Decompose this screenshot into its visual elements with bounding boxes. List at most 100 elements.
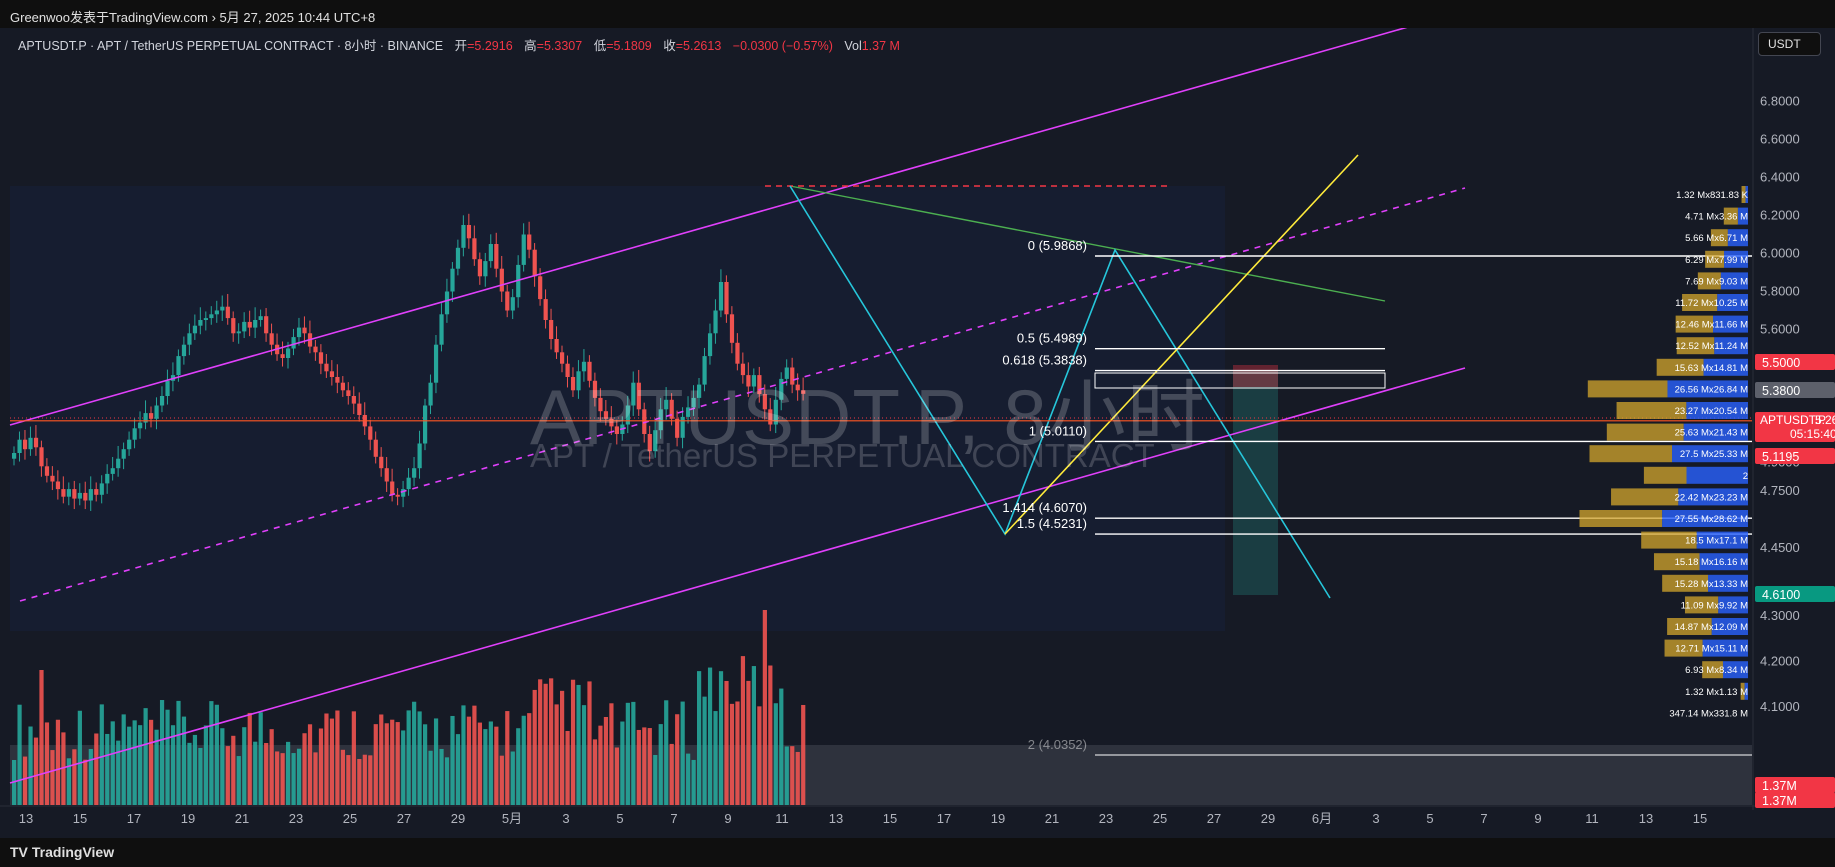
time-axis-tick: 27: [397, 811, 411, 826]
top-bar: Greenwoo发表于TradingView.com › 5月 27, 2025…: [0, 0, 1835, 28]
volume-bar: [258, 712, 263, 805]
candle-body: [702, 356, 707, 385]
volume-profile-buy-bar: [1678, 488, 1748, 506]
candle-body: [318, 352, 324, 364]
candle-body: [636, 382, 641, 410]
volume-profile-buy-bar: [1662, 510, 1748, 527]
volume-bar: [50, 750, 55, 805]
price-axis-tick: 4.7500: [1760, 483, 1800, 498]
candle-body: [521, 234, 526, 265]
volume-bar: [116, 740, 121, 805]
volume-bar: [686, 753, 691, 805]
volume-profile-buy-bar: [1714, 337, 1748, 355]
volume-bar: [176, 700, 181, 805]
time-axis-tick: 27: [1207, 811, 1221, 826]
volume-bar: [401, 730, 406, 805]
volume-bar: [702, 696, 707, 805]
time-axis-tick: 15: [73, 811, 87, 826]
candle-body: [253, 320, 258, 328]
candle-body: [455, 247, 461, 269]
candle-body: [61, 489, 66, 497]
target-zone: [1233, 370, 1278, 595]
candle-body: [368, 426, 373, 440]
candle-body: [379, 456, 384, 469]
candle-body: [192, 325, 198, 334]
volume-bar: [214, 704, 219, 805]
candle-body: [154, 405, 159, 419]
volume-bar: [253, 741, 258, 805]
candle-body: [746, 375, 751, 387]
open-value: =5.2916: [467, 39, 513, 53]
price-tag-bg: [1755, 412, 1835, 442]
price-axis-tick: 6.0000: [1760, 246, 1800, 261]
candle-body: [581, 361, 587, 372]
candle-body: [12, 453, 17, 459]
price-tag-bg: [1755, 448, 1835, 464]
volume-bar: [488, 721, 493, 805]
volume-profile-sell-bar: [1676, 337, 1715, 355]
volume-profile-buy-bar: [1672, 445, 1748, 463]
volume-profile-label: 1.32 Mx1.13 M: [1685, 687, 1748, 698]
candle-body: [697, 384, 702, 398]
volume-bar: [433, 718, 439, 805]
candle-body: [203, 318, 208, 320]
volume-bar: [165, 709, 170, 805]
price-tag-value: 5.3800: [1762, 384, 1800, 398]
time-axis-tick: 7: [1480, 811, 1487, 826]
candle-body: [762, 394, 767, 410]
volume-bar: [132, 720, 137, 805]
volume-profile-label: 14.87 Mx12.09 M: [1675, 622, 1748, 633]
volume-bar: [313, 752, 318, 805]
price-axis-tick: 6.4000: [1760, 170, 1800, 185]
candle-body: [105, 473, 110, 484]
volume-bar: [247, 712, 252, 805]
volume-profile-buy-bar: [1737, 207, 1748, 225]
volume-bar: [538, 679, 543, 805]
candle-body: [296, 327, 302, 338]
volume-bar: [779, 688, 784, 805]
price-axis-tick: 4.4500: [1760, 540, 1800, 555]
volume-bar: [691, 759, 696, 805]
currency-selector[interactable]: USDT: [1758, 32, 1821, 56]
volume-profile-label: 5.66 Mx6.71 M: [1685, 233, 1748, 244]
volume-bar: [675, 714, 680, 805]
price-tag-value: 4.6100: [1762, 588, 1800, 602]
volume-bar: [159, 700, 165, 805]
volume-bar: [77, 710, 82, 805]
candle-body: [22, 439, 28, 450]
volume-bar: [138, 725, 143, 805]
volume-profile-buy-bar: [1703, 358, 1748, 376]
volume-bar: [22, 756, 28, 805]
volume-bar: [647, 728, 652, 805]
candle-body: [121, 449, 126, 459]
volume-bar: [505, 711, 510, 805]
candle-body: [116, 458, 121, 469]
volume-bar: [220, 728, 225, 805]
volume-bar: [636, 729, 641, 805]
time-axis-tick: 11: [775, 811, 789, 826]
volume-profile-buy-bar: [1696, 531, 1748, 549]
volume-profile-label: 12.71 Mx15.11 M: [1675, 644, 1748, 655]
time-axis-tick: 9: [724, 811, 731, 826]
price-tag-value: 1.37M: [1762, 794, 1797, 808]
close-label: 收: [663, 39, 676, 53]
time-axis-tick: 25: [1153, 811, 1167, 826]
candle-body: [532, 249, 537, 277]
candle-body: [340, 382, 345, 391]
volume-profile-label: 27.5 Mx25.33 M: [1680, 449, 1748, 460]
volume-profile-label: 15.28 Mx13.33 M: [1675, 579, 1748, 590]
candle-body: [439, 314, 444, 345]
time-axis-tick: 3: [562, 811, 569, 826]
volume-bar: [324, 713, 329, 805]
volume-profile-label: 12.46 Mx11.66 M: [1675, 320, 1748, 331]
candle-body: [570, 377, 576, 391]
price-chart[interactable]: 0 (5.9868) 0.5 (5.4989) 0.618 (5.3838) 1 (5…: [0, 28, 1835, 838]
volume-bar: [72, 749, 77, 805]
volume-bar: [428, 750, 433, 805]
candle-body: [801, 390, 806, 394]
price-tag-value: 1.37M: [1762, 779, 1797, 793]
volume-bar: [346, 755, 351, 805]
volume-bar: [795, 751, 800, 805]
candle-body: [132, 428, 137, 440]
volume-bar: [450, 715, 455, 805]
